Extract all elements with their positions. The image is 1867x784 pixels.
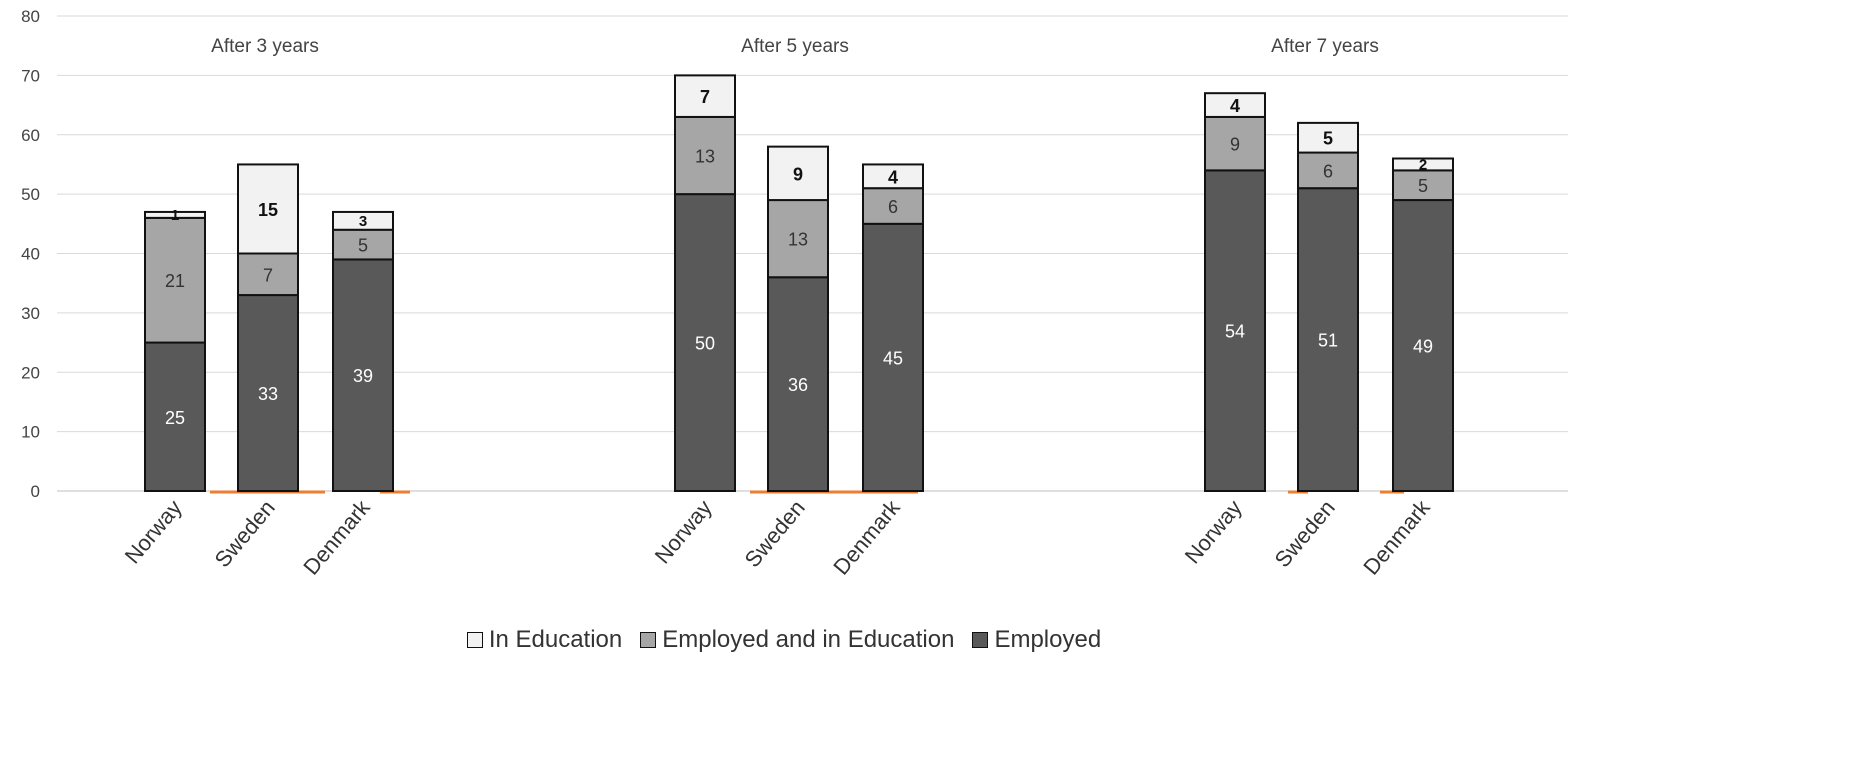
- bar-segment-employed: [674, 193, 736, 492]
- bar-segment-in-education: [237, 163, 299, 255]
- group-title: After 7 years: [1271, 36, 1379, 57]
- bar-segment-employed: [332, 258, 394, 492]
- y-tick-label: 50: [21, 185, 40, 204]
- bar-segment-in-education: [1297, 121, 1359, 154]
- data-label-employed: 36: [788, 375, 808, 395]
- data-label-employed-and-in-education: 13: [695, 147, 715, 167]
- data-label-employed-and-in-education: 21: [165, 271, 185, 291]
- bar-segment-in-education: [1392, 157, 1454, 172]
- data-label-employed-and-in-education: 13: [788, 230, 808, 250]
- data-label-employed-and-in-education: 6: [1323, 161, 1333, 181]
- data-label-in-education: 5: [1323, 129, 1333, 149]
- data-label-in-education: 4: [888, 167, 898, 187]
- y-tick-label: 20: [21, 363, 40, 382]
- data-label-in-education: 15: [258, 200, 278, 220]
- data-label-employed-and-in-education: 7: [263, 265, 273, 285]
- category-label-sweden: Sweden: [1270, 495, 1340, 572]
- legend-label-employed-and-in-education: Employed and in Education: [662, 626, 955, 653]
- category-label-norway: Norway: [650, 495, 717, 568]
- y-tick-label: 70: [21, 66, 40, 85]
- data-label-employed: 33: [258, 384, 278, 404]
- category-label-sweden: Sweden: [210, 495, 280, 572]
- bar-segment-employed-and-in-education: [674, 115, 736, 196]
- y-tick-label: 80: [21, 7, 40, 26]
- data-label-in-education: 1: [171, 207, 179, 224]
- bar-segment-employed-and-in-education: [237, 252, 299, 297]
- data-label-in-education: 4: [1230, 96, 1240, 116]
- bar-segment-employed: [1392, 199, 1454, 492]
- bar-segment-in-education: [332, 210, 394, 231]
- y-tick-label: 30: [21, 304, 40, 323]
- bar-segment-employed: [237, 294, 299, 492]
- bar-segment-employed-and-in-education: [144, 216, 206, 344]
- data-label-employed: 51: [1318, 331, 1338, 351]
- y-tick-label: 0: [31, 482, 40, 501]
- data-label-employed: 25: [165, 408, 185, 428]
- category-label-denmark: Denmark: [828, 494, 905, 579]
- y-tick-label: 60: [21, 126, 40, 145]
- category-label-norway: Norway: [120, 495, 187, 568]
- category-label-sweden: Sweden: [740, 495, 810, 572]
- data-label-employed: 39: [353, 366, 373, 386]
- data-label-employed: 50: [695, 334, 715, 354]
- y-tick-label: 10: [21, 423, 40, 442]
- data-label-employed: 45: [883, 348, 903, 368]
- legend-swatch-employed: [972, 632, 989, 648]
- data-label-in-education: 7: [700, 87, 710, 107]
- data-label-employed-and-in-education: 9: [1230, 135, 1240, 155]
- legend-label-employed: Employed: [994, 626, 1102, 653]
- bar-segment-employed: [1204, 169, 1266, 492]
- bar-segment-in-education: [767, 145, 829, 202]
- chart-legend: In Education Employed and in Education E…: [0, 626, 1568, 654]
- bar-segment-employed-and-in-education: [862, 187, 924, 225]
- legend-swatch-in-education: [466, 632, 483, 648]
- category-label-norway: Norway: [1180, 495, 1247, 568]
- data-label-employed-and-in-education: 6: [888, 197, 898, 217]
- legend-item-employed-and-in-education: Employed and in Education: [640, 626, 954, 654]
- bar-segment-employed: [862, 222, 924, 492]
- bar-segment-in-education: [144, 210, 206, 219]
- data-label-in-education: 9: [793, 164, 803, 184]
- legend-item-in-education: In Education: [466, 626, 623, 654]
- legend-label-in-education: In Education: [488, 626, 623, 653]
- data-label-in-education: 2: [1419, 156, 1427, 173]
- bar-segment-employed: [144, 341, 206, 492]
- data-label-employed-and-in-education: 5: [1418, 176, 1428, 196]
- data-label-in-education: 3: [359, 213, 367, 230]
- bar-segment-employed: [767, 276, 829, 492]
- legend-item-employed: Employed: [972, 626, 1101, 654]
- category-label-denmark: Denmark: [298, 494, 375, 579]
- bar-segment-in-education: [1204, 92, 1266, 118]
- y-tick-label: 40: [21, 245, 40, 264]
- bar-segment-in-education: [862, 163, 924, 190]
- group-title: After 5 years: [741, 36, 849, 57]
- data-label-employed-and-in-education: 5: [358, 236, 368, 256]
- data-label-employed: 54: [1225, 322, 1245, 342]
- group-title: After 3 years: [211, 36, 319, 57]
- legend-swatch-employed-and-in-education: [640, 632, 657, 648]
- bar-segment-employed-and-in-education: [332, 228, 394, 261]
- data-label-employed: 49: [1413, 337, 1433, 357]
- category-label-denmark: Denmark: [1358, 494, 1435, 579]
- bar-segment-in-education: [674, 74, 736, 118]
